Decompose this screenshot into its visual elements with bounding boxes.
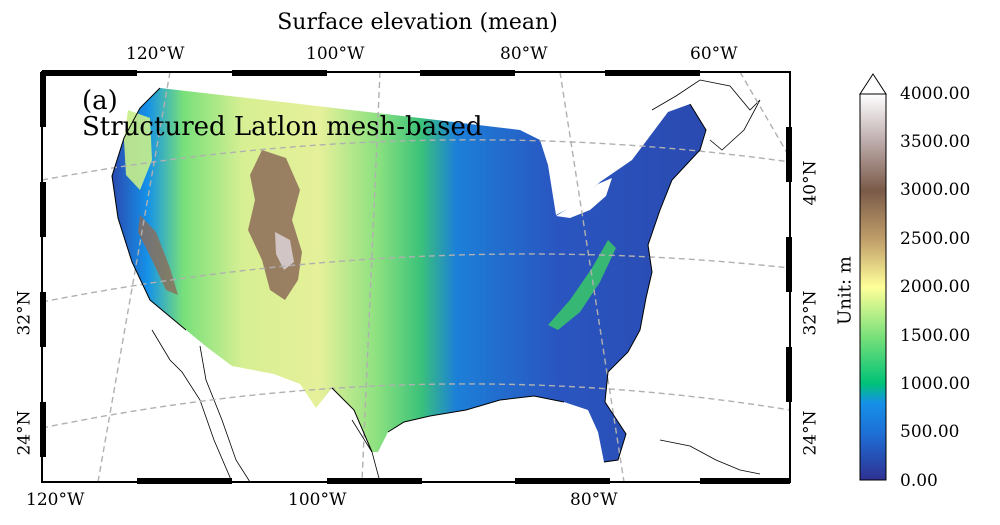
colorbar-label: Unit: m [834, 256, 856, 325]
panel-caption: Structured Latlon mesh-based [82, 112, 483, 142]
great-lakes [556, 178, 612, 218]
canada-coastline [651, 79, 761, 151]
right-tick-label: 40°N [800, 160, 821, 206]
map-title: Surface elevation (mean) [277, 10, 558, 35]
appalachians [548, 240, 616, 330]
colorbar-tick: 3000.00 [900, 180, 971, 200]
colorbar-tick: 3500.00 [900, 132, 971, 152]
colorbar-extend-arrow [859, 73, 887, 95]
top-tick-label: 80°W [500, 44, 548, 64]
colorbar [859, 93, 887, 481]
cascades [124, 110, 152, 190]
top-tick-label: 60°W [690, 44, 738, 64]
right-tick-label: 24°N [800, 410, 821, 456]
graticule [42, 72, 790, 482]
colorbar-tick: 0.00 [900, 471, 938, 491]
colorbar-tick: 2000.00 [900, 277, 971, 297]
left-tick-label: 24°N [14, 410, 35, 456]
colorbar-tick: 2500.00 [900, 229, 971, 249]
right-tick-label: 32°N [800, 290, 821, 336]
frame-checker [40, 70, 792, 484]
bottom-tick-label: 100°W [288, 490, 347, 510]
colorbar-tick: 4000.00 [900, 84, 971, 104]
bottom-tick-label: 120°W [26, 490, 85, 510]
cuba-coastline [659, 439, 761, 475]
colorbar-tick: 500.00 [900, 422, 960, 442]
sierra-nevada [138, 215, 178, 295]
colorbar-tick: 1500.00 [900, 326, 971, 346]
left-tick-label: 32°N [14, 290, 35, 336]
top-tick-label: 120°W [126, 44, 185, 64]
panel-letter: (a) [82, 86, 118, 116]
top-tick-label: 100°W [306, 44, 365, 64]
bottom-tick-label: 80°W [570, 490, 618, 510]
conus-outline [111, 87, 707, 463]
colorbar-tick: 1000.00 [900, 374, 971, 394]
rocky-peaks [275, 232, 294, 270]
